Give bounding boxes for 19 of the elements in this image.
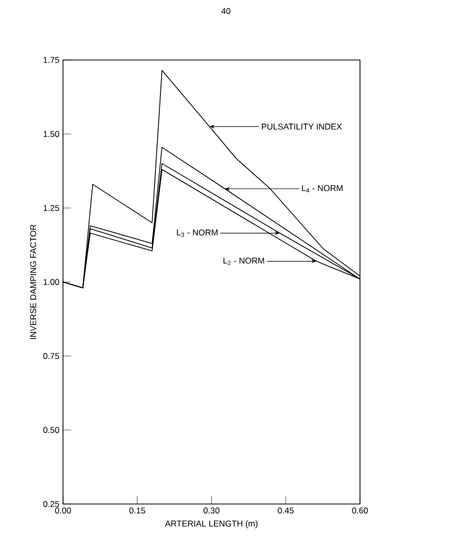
y-axis-title: INVERSE DAMPING FACTOR [30, 224, 36, 340]
annotation: L$_{3}$ - NORM [176, 229, 218, 237]
y-tick-label: 1.25 [44, 205, 60, 211]
text: 40 [221, 8, 230, 14]
x-tick-label: 0.30 [204, 508, 220, 514]
x-tick-label: 0.00 [55, 508, 71, 514]
x-tick-label: 0.60 [352, 508, 368, 514]
x-tick-label: 0.15 [129, 508, 146, 514]
y-tick-label: 0.25 [43, 501, 60, 507]
annotation: PULSATILITY INDEX [262, 124, 342, 130]
annotation: L$_{4}$ - NORM [302, 185, 343, 192]
x-axis-title: ARTERIAL LENGTH (m) [165, 520, 258, 528]
annotation: L$_{2}$ - NORM [224, 258, 264, 265]
x-tick-label: 0.45 [278, 508, 294, 514]
y-tick-label: 1.00 [44, 279, 60, 285]
y-tick-label: 0.50 [43, 427, 60, 433]
y-tick-label: 1.50 [44, 131, 60, 137]
y-tick-label: 0.75 [43, 353, 60, 359]
y-tick-label: 1.75 [44, 57, 60, 63]
